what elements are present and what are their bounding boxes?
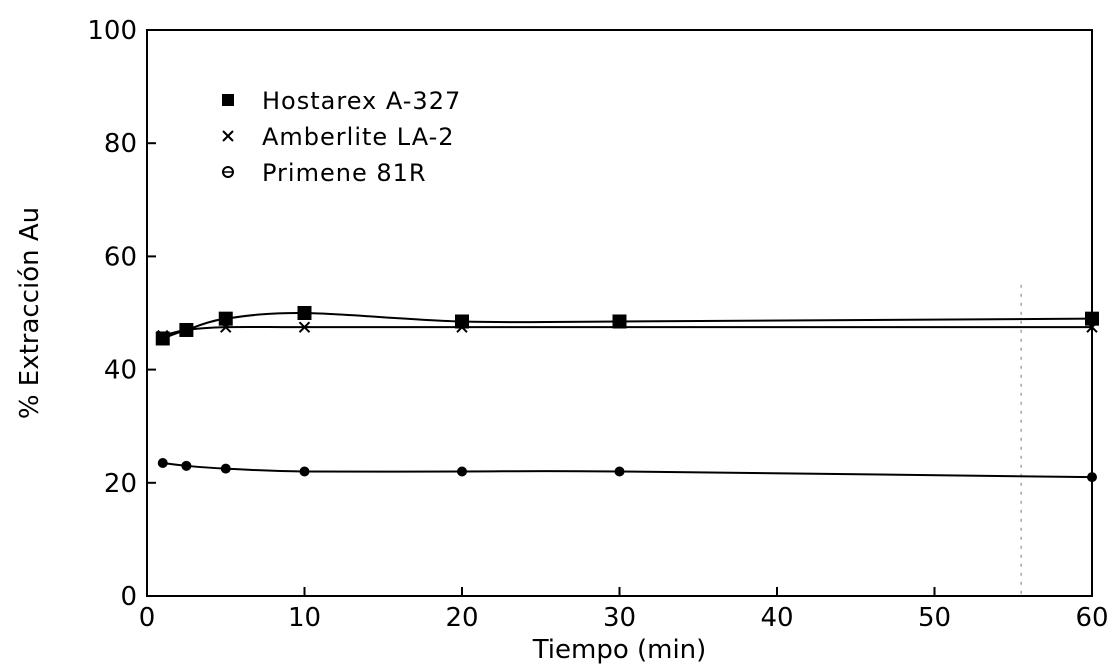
data-point <box>180 324 193 336</box>
data-point <box>299 466 310 477</box>
data-point <box>1087 472 1097 483</box>
data-point <box>1086 321 1098 333</box>
legend: Hostarex A-327 Amberlite LA-2 Primene 81R <box>222 87 461 187</box>
y-tick-label: 100 <box>87 16 137 46</box>
legend-label: Hostarex A-327 <box>262 87 461 115</box>
axis-ticks: 0 10 20 30 40 50 60 0 20 40 60 80 100 <box>87 16 1108 633</box>
marker-x-stroke <box>180 324 193 336</box>
y-axis-title: % Extracción Au <box>15 207 45 419</box>
data-point <box>181 460 192 471</box>
marker-x-stroke <box>298 321 311 333</box>
x-tick-label: 40 <box>760 603 793 633</box>
marker-x-stroke <box>1086 321 1098 333</box>
legend-label: Primene 81R <box>262 159 427 187</box>
legend-item: Hostarex A-327 <box>222 87 461 115</box>
x-axis-title: Tiempo (min) <box>532 635 707 665</box>
series-circle <box>157 457 1097 483</box>
y-tick-label: 80 <box>104 129 137 159</box>
data-point <box>614 466 625 477</box>
legend-item: Primene 81R <box>222 159 427 187</box>
data-point <box>220 321 232 333</box>
x-tick-label: 10 <box>288 603 321 633</box>
y-tick-label: 40 <box>104 356 137 386</box>
marker-x-stroke <box>220 321 232 333</box>
legend-x-marker <box>222 130 234 142</box>
x-tick-label: 60 <box>1075 603 1108 633</box>
data-point <box>456 321 468 333</box>
x-tick-label: 0 <box>139 603 156 633</box>
marker-x-stroke <box>222 130 234 142</box>
legend-item: Amberlite LA-2 <box>222 123 455 151</box>
legend-square-marker <box>222 94 234 106</box>
y-tick-label: 60 <box>104 242 137 272</box>
marker-x-stroke <box>456 321 468 333</box>
series-layer <box>155 306 1099 483</box>
series-square <box>155 306 1099 346</box>
legend-label: Amberlite LA-2 <box>262 123 455 151</box>
data-point <box>297 306 312 320</box>
x-tick-label: 30 <box>603 603 636 633</box>
data-point <box>157 329 169 342</box>
x-tick-label: 50 <box>918 603 951 633</box>
data-point <box>220 463 231 474</box>
series-line <box>162 325 1092 337</box>
data-point <box>298 321 311 333</box>
data-point <box>457 466 467 477</box>
marker-x-stroke <box>157 329 169 342</box>
y-tick-label: 20 <box>104 469 137 499</box>
x-tick-label: 20 <box>445 603 478 633</box>
y-tick-label: 0 <box>120 582 137 612</box>
series-line <box>162 461 1093 479</box>
series-x <box>157 321 1098 342</box>
data-point <box>157 457 168 468</box>
data-point <box>612 314 627 329</box>
data-point <box>1085 311 1099 326</box>
series-line <box>162 311 1093 340</box>
data-point <box>218 311 233 326</box>
